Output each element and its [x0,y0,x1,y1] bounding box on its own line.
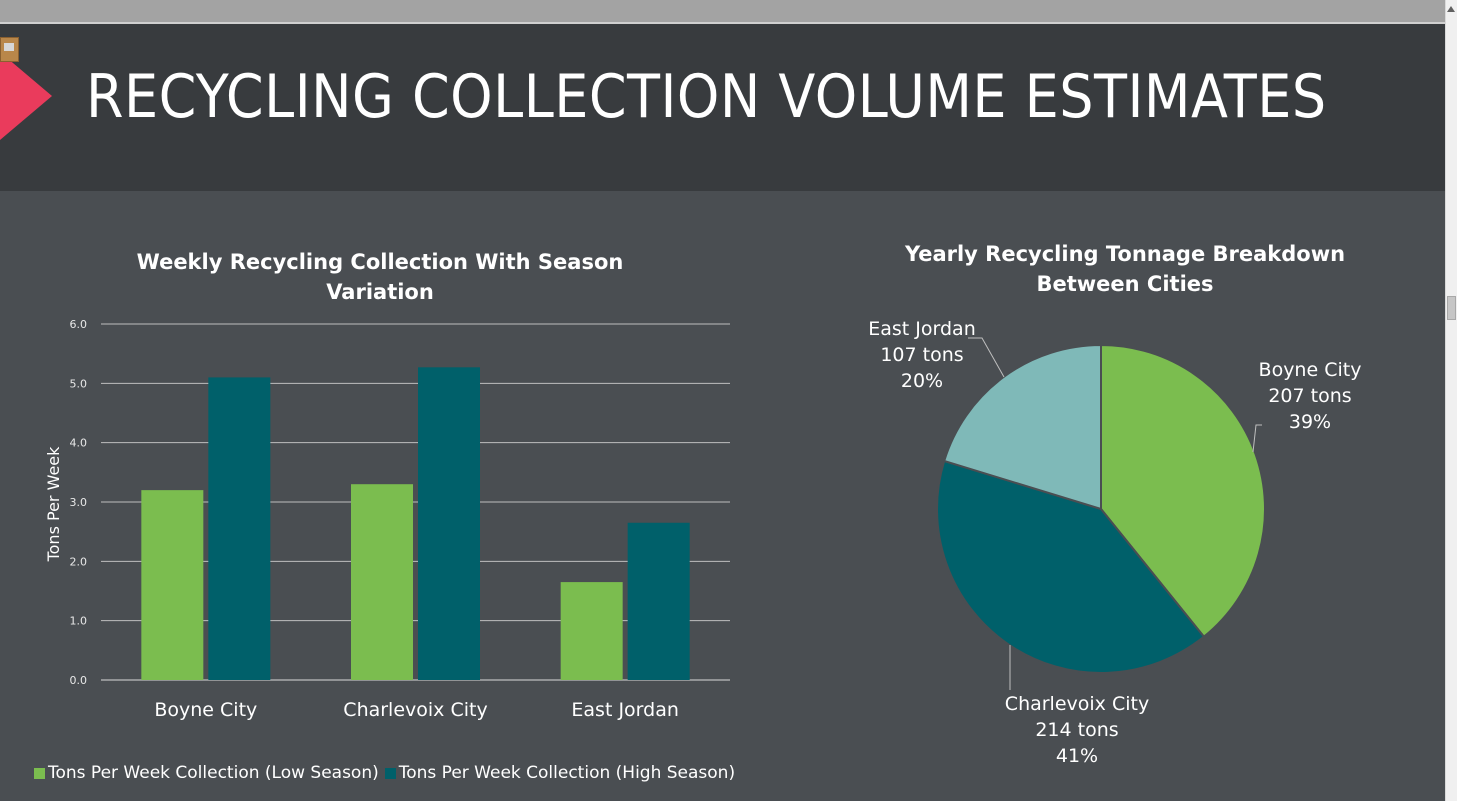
scrollbar-thumb[interactable] [1447,296,1456,320]
comment-icon-glyph [4,43,14,51]
pie-label-boyne-city-name: Boyne City [1258,359,1362,381]
bar-boyne-city-series-1 [208,377,271,680]
pie-label-east-jordan: East Jordan 107 tons 20% [852,316,992,394]
y-tick-label: 2.0 [70,555,88,568]
y-tick-label: 4.0 [70,437,88,450]
slide-header [0,24,1445,191]
vertical-scrollbar[interactable] [1445,0,1457,801]
x-tick-label: Charlevoix City [343,699,487,721]
legend-swatch-high-season [384,767,396,779]
pie-slice-charlevoix-city [936,459,1206,674]
pie-chart-title: Yearly Recycling Tonnage Breakdown Betwe… [904,242,1346,296]
bar-east-jordan-series-0 [560,582,623,680]
legend-label-low-season: Tons Per Week Collection (Low Season) [48,763,379,783]
pie-slice-boyne-city [1100,343,1266,639]
bar-east-jordan-series-1 [627,522,690,680]
pie-label-boyne-city: Boyne City 207 tons 39% [1240,357,1380,435]
pie-label-charlevoix-city: Charlevoix City 214 tons 41% [987,691,1167,769]
scroll-up-arrow-icon[interactable] [1447,6,1455,12]
leader-line-east-jordan [968,337,1005,378]
y-tick-label: 1.0 [70,615,88,628]
page-title: RECYCLING COLLECTION VOLUME ESTIMATES [86,62,1327,132]
accent-arrow-icon [0,52,52,140]
pie-label-charlevoix-city-percent: 41% [1055,745,1099,767]
x-tick-label: East Jordan [571,699,679,721]
y-tick-label: 6.0 [70,318,88,331]
pie-label-charlevoix-city-name: Charlevoix City [1004,693,1150,715]
bar-charlevoix-city-series-0 [351,484,413,680]
y-tick-label: 3.0 [70,496,88,509]
legend-item-low-season: Tons Per Week Collection (Low Season) [34,763,379,783]
y-tick-label: 0.0 [70,674,88,687]
pie-label-east-jordan-name: East Jordan [868,318,976,340]
pie-label-charlevoix-city-value: 214 tons [1035,719,1119,741]
bar-charlevoix-city-series-1 [418,367,480,680]
leader-line-boyne-city [1252,424,1262,453]
window-top-border [0,22,1445,24]
x-tick-label: Boyne City [154,699,257,721]
bar-boyne-city-series-0 [141,490,204,680]
comment-icon[interactable] [0,37,19,62]
pie-label-east-jordan-value: 107 tons [880,344,964,366]
pie-label-boyne-city-percent: 39% [1288,411,1332,433]
bar-chart-title: Weekly Recycling Collection With Season … [136,250,624,304]
legend-swatch-low-season [34,767,45,779]
window-top-bar [0,0,1457,24]
legend-item-high-season: Tons Per Week Collection (High Season) [384,763,736,783]
pie-label-boyne-city-value: 207 tons [1268,385,1352,407]
y-axis-label: Tons Per Week [44,446,63,563]
y-tick-label: 5.0 [70,377,88,390]
legend-label-high-season: Tons Per Week Collection (High Season) [398,763,736,783]
pie-label-east-jordan-percent: 20% [900,370,944,392]
bar-chart-legend: Tons Per Week Collection (Low Season) To… [34,763,741,783]
